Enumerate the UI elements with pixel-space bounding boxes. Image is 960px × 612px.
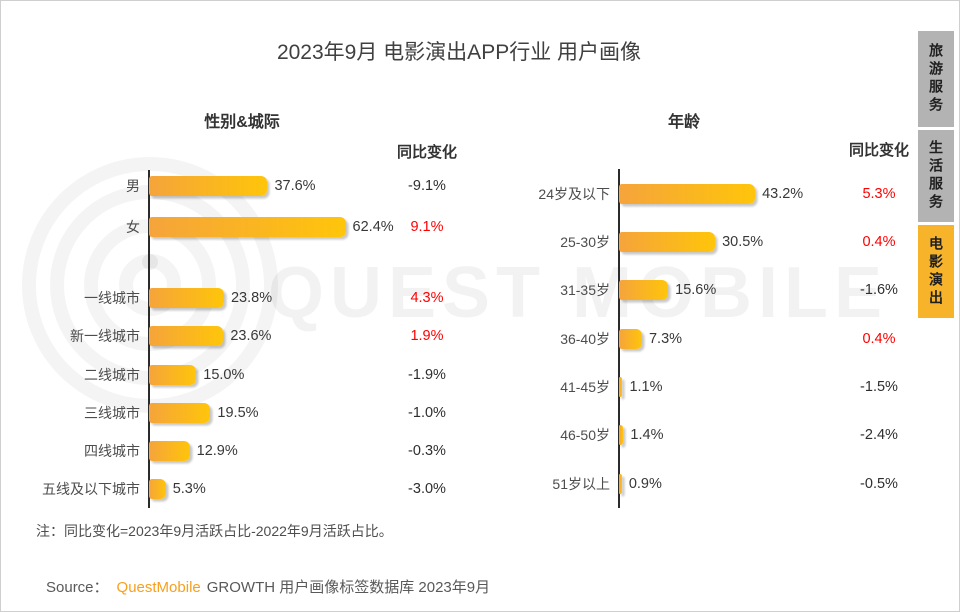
category-label: 新一线城市 [70, 328, 140, 344]
value-bar [619, 280, 669, 300]
value-label: 23.6% [230, 328, 272, 344]
chart-row: 四线城市 12.9% -0.3% [0, 440, 960, 462]
value-bar [149, 217, 346, 237]
yoy-change-header-right: 同比变化 [848, 142, 909, 159]
chart-row: 二线城市 15.0% -1.9% [0, 364, 960, 386]
source-label: Source： [46, 579, 109, 596]
value-label: 1.1% [629, 379, 663, 395]
category-label: 一线城市 [84, 290, 140, 306]
yoy-change-value: 1.9% [410, 328, 444, 344]
chart-row: 女 62.4% 9.1% [0, 216, 960, 238]
category-label: 男 [126, 178, 140, 194]
yoy-change-value: 9.1% [410, 219, 444, 235]
category-label: 女 [126, 219, 140, 235]
yoy-change-value: 4.3% [410, 290, 444, 306]
yoy-change-value: 0.4% [862, 331, 896, 347]
yoy-change-value: 5.3% [862, 186, 896, 202]
value-bar [619, 377, 623, 397]
category-label: 41-45岁 [560, 379, 610, 395]
page-title: 2023年9月 电影演出APP行业 用户画像 [276, 41, 642, 64]
chart-row: 24岁及以下 43.2% 5.3% [0, 183, 960, 205]
value-bar [149, 288, 224, 308]
value-bar [619, 184, 756, 204]
category-label: 36-40岁 [560, 331, 610, 347]
category-label: 24岁及以下 [538, 186, 610, 202]
value-bar [619, 232, 716, 252]
yoy-change-value: 0.4% [862, 234, 896, 250]
yoy-change-value: -1.5% [860, 379, 898, 395]
value-label: 0.9% [628, 476, 662, 492]
value-bar [619, 474, 622, 494]
yoy-change-value: -1.9% [408, 367, 446, 383]
tab-travel-services[interactable]: 旅游服务 [918, 31, 954, 127]
chart-row: 41-45岁 1.1% -1.5% [0, 376, 960, 398]
value-label: 37.6% [274, 178, 316, 194]
value-bar [619, 329, 642, 349]
chart-row: 一线城市 23.8% 4.3% [0, 287, 960, 309]
value-bar [149, 479, 166, 499]
category-tab-strip: 旅游服务 生活服务 电影演出 [918, 31, 954, 318]
value-label: 15.0% [203, 367, 245, 383]
source-line: Source： QuestMobile GROWTH 用户画像标签数据库 2023年… [46, 576, 490, 597]
value-label: 19.5% [217, 405, 259, 421]
value-label: 12.9% [196, 443, 238, 459]
chart-row: 31-35岁 15.6% -1.6% [0, 279, 960, 301]
value-bar [149, 326, 224, 346]
chart-row: 51岁以上 0.9% -0.5% [0, 473, 960, 495]
yoy-change-header-left: 同比变化 [396, 144, 457, 161]
yoy-change-value: -2.4% [860, 427, 898, 443]
section-title-age: 年龄 [667, 114, 700, 131]
category-label: 31-35岁 [560, 282, 610, 298]
category-label: 五线及以下城市 [42, 481, 140, 497]
value-label: 30.5% [722, 234, 764, 250]
value-label: 1.4% [630, 427, 664, 443]
source-rest: GROWTH 用户画像标签数据库 2023年9月 [206, 579, 491, 596]
value-bar [149, 441, 190, 461]
category-label: 三线城市 [84, 405, 140, 421]
value-label: 5.3% [172, 481, 206, 497]
value-label: 43.2% [762, 186, 804, 202]
yoy-change-value: -1.0% [408, 405, 446, 421]
category-label: 25-30岁 [560, 234, 610, 250]
value-bar [149, 365, 197, 385]
yoy-change-value: -3.0% [408, 481, 446, 497]
chart-row: 新一线城市 23.6% 1.9% [0, 325, 960, 347]
value-label: 15.6% [675, 282, 717, 298]
category-label: 51岁以上 [552, 476, 610, 492]
chart-row: 五线及以下城市 5.3% -3.0% [0, 478, 960, 500]
value-bar [149, 176, 268, 196]
yoy-change-value: -1.6% [860, 282, 898, 298]
value-label: 23.8% [230, 290, 273, 306]
value-label: 7.3% [648, 331, 683, 347]
category-label: 四线城市 [84, 443, 140, 459]
chart-row: 36-40岁 7.3% 0.4% [0, 328, 960, 350]
chart-row: 男 37.6% -9.1% [0, 175, 960, 197]
section-title-gender-city: 性别&城际 [204, 114, 280, 131]
source-brand: QuestMobile [116, 579, 201, 596]
category-label: 46-50岁 [560, 427, 610, 443]
value-bar [149, 403, 211, 423]
chart-row: 25-30岁 30.5% 0.4% [0, 231, 960, 253]
tab-movie-performance[interactable]: 电影演出 [918, 225, 954, 318]
category-label: 二线城市 [84, 367, 140, 383]
footnote: 注：同比变化=2023年9月活跃占比-2022年9月活跃占比。 [36, 523, 393, 539]
yoy-change-value: -9.1% [408, 178, 446, 194]
yoy-change-value: -0.3% [408, 443, 446, 459]
tab-life-services[interactable]: 生活服务 [918, 130, 954, 222]
chart-row: 三线城市 19.5% -1.0% [0, 402, 960, 424]
value-bar [619, 425, 624, 445]
chart-row: 46-50岁 1.4% -2.4% [0, 424, 960, 446]
yoy-change-value: -0.5% [860, 476, 898, 492]
logo-dot [142, 254, 158, 270]
value-label: 62.4% [352, 219, 394, 235]
